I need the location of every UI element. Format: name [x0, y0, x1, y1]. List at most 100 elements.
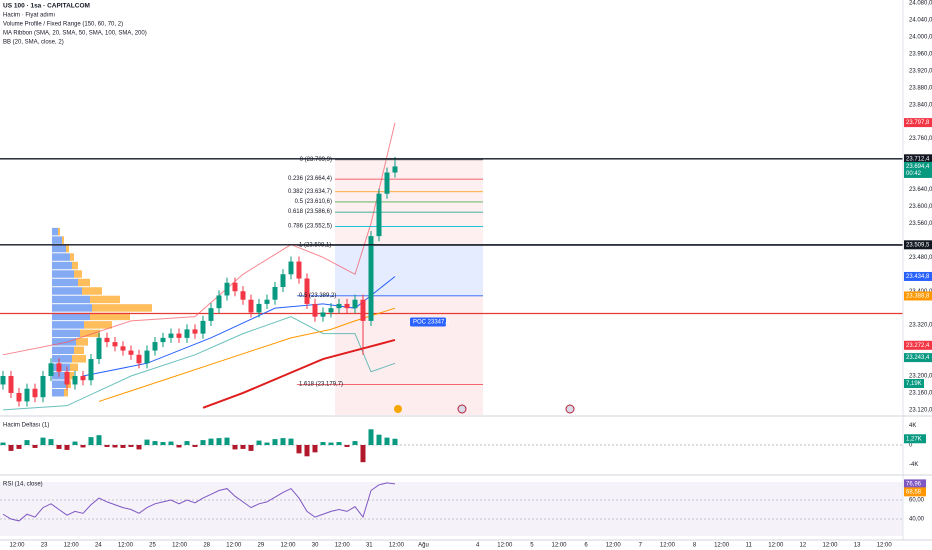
delta-bar [136, 445, 142, 450]
candle-body [256, 303, 262, 313]
target-zone [335, 245, 483, 296]
delta-bar [216, 438, 222, 445]
x-tick-label: 12:00 [280, 543, 296, 549]
delta-bar [192, 445, 198, 447]
price-badge [904, 161, 932, 178]
x-tick-label: 8 [693, 543, 697, 549]
candle-body [16, 392, 22, 402]
delta-bar [128, 445, 134, 447]
x-tick-label: 12:00 [226, 543, 242, 549]
profile-up [52, 355, 72, 363]
delta-bar [320, 442, 326, 445]
poc-label: POC 23347,4 [413, 320, 450, 326]
fib-label: 0.5 (23.610,6) [295, 199, 332, 205]
profile-up [52, 278, 78, 287]
delta-bar [184, 441, 190, 445]
ma-label: 68,58 [906, 489, 922, 495]
profile-up [52, 372, 68, 380]
price-badge [904, 340, 932, 350]
profile-up [52, 312, 90, 321]
candle-body [80, 376, 86, 381]
delta-bar [72, 441, 78, 445]
stop-zone [335, 295, 483, 415]
candle-body [248, 299, 254, 313]
candle-body [280, 274, 286, 287]
y-tick-label: 23.600,0 [909, 204, 932, 210]
x-tick-label: 28 [203, 543, 210, 549]
x-tick-label: 12 [800, 543, 807, 549]
event-icon[interactable] [457, 404, 467, 414]
delta-bar [384, 437, 390, 445]
profile-down [70, 253, 74, 261]
last-label: 1,27K [906, 436, 922, 442]
x-tick-label: 11 [746, 543, 753, 549]
x-tick-label: 13 [854, 543, 861, 549]
fib-label: 0.618 (23.586,6) [288, 209, 332, 215]
candle-body [32, 388, 38, 398]
profile-down [82, 287, 102, 295]
event-icon[interactable] [394, 405, 402, 413]
profile-up [52, 380, 66, 388]
event-icon[interactable] [565, 404, 575, 414]
delta-bar [280, 438, 286, 445]
profile-up [52, 304, 92, 312]
profile-up [52, 270, 74, 278]
profile-down [74, 346, 84, 355]
profile-up [52, 295, 90, 304]
candle-body [56, 363, 62, 372]
delta-bar [144, 439, 150, 445]
candle-body [160, 337, 166, 343]
candle-body [384, 172, 390, 194]
y-tick-label: 24.040,0 [909, 18, 932, 24]
delta-bar [104, 445, 110, 447]
y-tick-label: 60,00 [909, 498, 925, 504]
candle-body [120, 346, 126, 351]
x-tick-label: 12:00 [172, 543, 188, 549]
x-tick-label: 12:00 [118, 543, 134, 549]
price-label: 23.388,8 [906, 294, 930, 300]
profile-down [72, 261, 78, 270]
y-tick-label: 23.160,0 [909, 391, 932, 397]
delta-bar [240, 445, 246, 449]
candle-body [304, 278, 310, 304]
fib-label: 1.618 (23.179,7) [299, 382, 343, 388]
y-tick-label: 0 [909, 443, 913, 449]
x-tick-label: 12:00 [551, 543, 567, 549]
x-tick-label: 30 [312, 543, 319, 549]
delta-bar [24, 440, 30, 445]
delta-bar [344, 445, 350, 447]
x-tick-label: 24 [95, 543, 102, 549]
candle-body [184, 329, 190, 338]
fib-zone [335, 159, 483, 246]
indicator-line [2, 122, 396, 356]
profile-down [72, 355, 86, 363]
profile-down [70, 363, 78, 372]
profile-up [52, 287, 82, 295]
profile-up [52, 388, 64, 397]
fills [0, 159, 903, 536]
legend-entry: Hacim · Fiyat adımı [3, 13, 55, 19]
price-badge [904, 353, 932, 363]
profile-down [74, 270, 82, 278]
delta-bar [272, 439, 278, 445]
x-tick-label: 29 [258, 543, 265, 549]
candle-body [24, 388, 30, 402]
delta-bar [16, 445, 22, 449]
price-label: 23.694,4 [906, 164, 930, 170]
profile-down [68, 372, 74, 380]
y-tick-label: 24.080,0 [909, 1, 932, 7]
x-tick-label: 12:00 [660, 543, 676, 549]
price-badge [904, 271, 932, 281]
candle-body [352, 299, 358, 309]
delta-bar [392, 438, 398, 445]
x-tick-label: 25 [149, 543, 156, 549]
candle-body [312, 303, 318, 317]
candle-body [0, 376, 6, 385]
poc-badge [410, 317, 446, 327]
price-badge [904, 118, 932, 128]
fib-label: 0 (23.709,9) [300, 157, 332, 163]
price-badge [904, 240, 932, 250]
profile-down [64, 388, 68, 397]
delta-bar [336, 442, 342, 445]
delta-bar [296, 445, 302, 454]
